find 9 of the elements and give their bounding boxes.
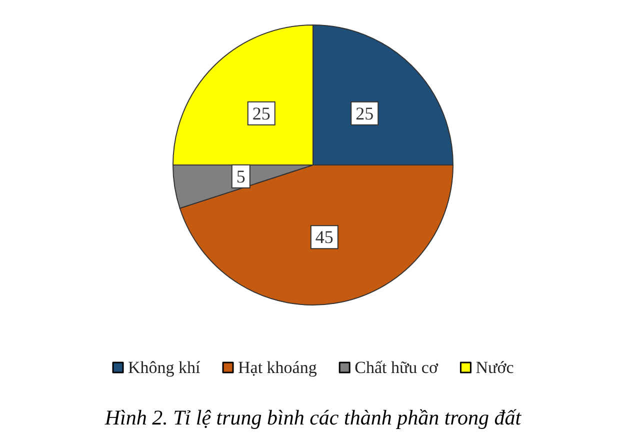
data-label: 25: [252, 103, 270, 124]
data-label: 5: [236, 166, 246, 186]
legend-label: Hạt khoáng: [238, 358, 318, 377]
legend-label: Nước: [476, 358, 514, 377]
data-label: 45: [315, 227, 334, 248]
legend-label: Không khí: [128, 358, 201, 377]
legend-label: Chất hữu cơ: [354, 358, 439, 377]
data-label: 25: [356, 103, 374, 124]
text: Hình 2. Tỉ lệ trung bình các thành phần trong đất: [104, 406, 522, 430]
